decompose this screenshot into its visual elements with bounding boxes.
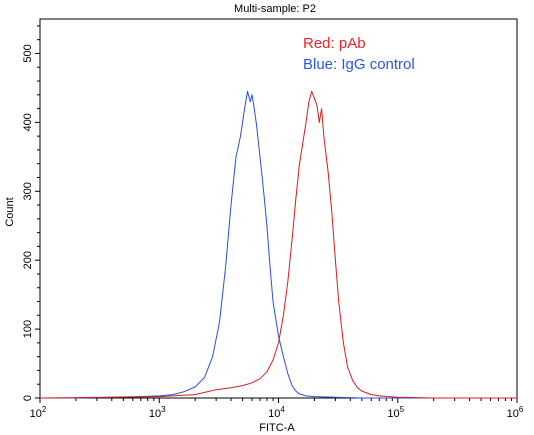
y-tick-label: 100 bbox=[22, 320, 34, 338]
x-axis-title: FITC-A bbox=[259, 422, 295, 434]
annotation-red-pab: Red: pAb bbox=[303, 35, 366, 52]
x-axis-ticks: 102 103 104 105 106 bbox=[30, 398, 524, 420]
x-tick-label: 102 bbox=[30, 405, 47, 420]
series-line-red-pab bbox=[39, 90, 517, 399]
y-tick-label: 500 bbox=[22, 44, 34, 62]
y-tick-label: 200 bbox=[22, 251, 34, 269]
y-tick-label: 0 bbox=[22, 395, 34, 401]
x-tick-label: 106 bbox=[507, 405, 524, 420]
series-layer bbox=[39, 90, 517, 399]
y-tick-label: 400 bbox=[22, 113, 34, 131]
y-axis-ticks: 0 100 200 300 400 500 bbox=[22, 25, 40, 401]
y-axis-title: Count bbox=[4, 197, 16, 226]
x-tick-label: 104 bbox=[268, 405, 285, 420]
series-line-blue-igg bbox=[40, 90, 517, 399]
x-tick-label: 105 bbox=[387, 405, 404, 420]
y-tick-label: 300 bbox=[22, 182, 34, 200]
chart-title: Multi-sample: P2 bbox=[234, 3, 316, 15]
annotation-blue-igg: Blue: IgG control bbox=[303, 56, 415, 73]
x-tick-label: 103 bbox=[149, 405, 166, 420]
